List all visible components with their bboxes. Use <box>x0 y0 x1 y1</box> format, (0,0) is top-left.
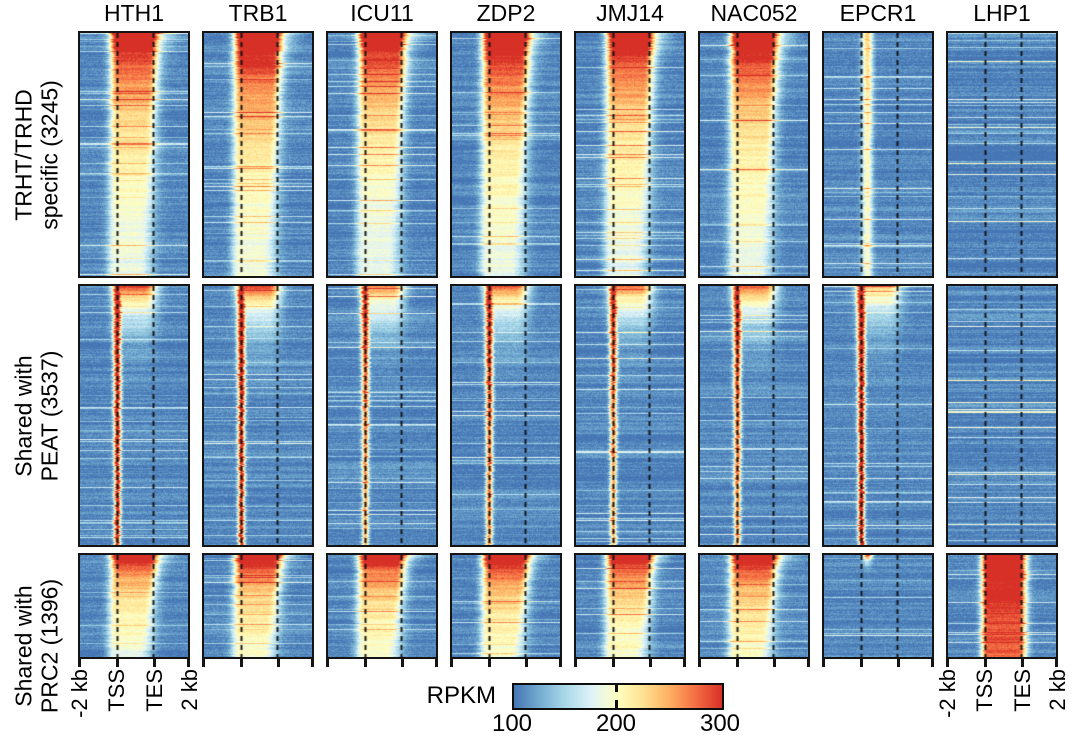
x-axis-tick-trb1-1 <box>239 657 243 667</box>
heatmap-panel-peat-zdp2 <box>450 284 562 547</box>
heatmap-panel-prc2-zdp2 <box>450 553 562 659</box>
x-axis-tick-lhp1-1 <box>983 657 987 667</box>
heatmap-panel-specific-lhp1 <box>946 31 1058 278</box>
x-tick-label-left-m2kb: -2 kb <box>67 669 92 718</box>
heatmap-panel-peat-trb1 <box>202 284 314 547</box>
x-tick-label-right-m2kb: -2 kb <box>935 669 960 718</box>
column-title-jmj14: JMJ14 <box>596 0 664 26</box>
column-title-epcr1: EPCR1 <box>839 0 917 26</box>
x-axis-tick-icu11-3 <box>435 657 438 667</box>
column-title-nac052: NAC052 <box>710 0 798 26</box>
x-axis-tick-epcr1-0 <box>822 657 825 667</box>
x-axis-tick-lhp1-0 <box>946 657 949 667</box>
column-title-zdp2: ZDP2 <box>476 0 536 26</box>
row-group-label-trht-trhd: TRHT/TRHD specific (3245) <box>0 31 74 278</box>
row-group-0-line1: TRHT/TRHD <box>10 88 37 221</box>
x-axis-tick-jmj14-3 <box>683 657 686 667</box>
row-group-1-line2: PEAT (3537) <box>36 350 62 481</box>
heatmap-panel-specific-hth1 <box>78 31 190 278</box>
x-tick-label-left-tss: TSS <box>104 669 129 712</box>
colorbar-title: RPKM <box>426 682 496 709</box>
x-tick-label-left-tes: TES <box>142 669 167 712</box>
x-axis-tick-trb1-2 <box>277 657 281 667</box>
colorbar-tick-200: 200 <box>595 710 637 737</box>
x-axis-tick-hth1-3 <box>187 657 190 667</box>
heatmap-panel-peat-lhp1 <box>946 284 1058 547</box>
x-axis-tick-zdp2-0 <box>450 657 453 667</box>
row-group-label-peat: Shared with PEAT (3537) <box>0 284 74 547</box>
x-axis-tick-icu11-2 <box>401 657 405 667</box>
x-axis-tick-lhp1-2 <box>1021 657 1025 667</box>
x-axis-tick-zdp2-3 <box>559 657 562 667</box>
x-axis-tick-nac052-3 <box>807 657 810 667</box>
colorbar-gradient <box>514 685 722 708</box>
x-axis-tick-nac052-0 <box>698 657 701 667</box>
x-axis-tick-hth1-1 <box>115 657 119 667</box>
colorbar-tick-300: 300 <box>699 710 741 737</box>
heatmap-panel-prc2-lhp1 <box>946 553 1058 659</box>
heatmap-panel-specific-zdp2 <box>450 31 562 278</box>
heatmap-panel-specific-nac052 <box>698 31 810 278</box>
x-axis-tick-trb1-0 <box>202 657 205 667</box>
x-tick-label-right-tss: TSS <box>972 669 997 712</box>
x-axis-tick-jmj14-2 <box>649 657 653 667</box>
x-tick-label-right-tes: TES <box>1010 669 1035 712</box>
column-title-icu11: ICU11 <box>350 0 414 26</box>
x-axis-tick-hth1-0 <box>78 657 81 667</box>
heatmap-panel-specific-epcr1 <box>822 31 934 278</box>
x-axis-tick-icu11-0 <box>326 657 329 667</box>
heatmap-panel-specific-icu11 <box>326 31 438 278</box>
x-tick-label-right-2kb: 2 kb <box>1045 669 1070 711</box>
x-axis-tick-lhp1-3 <box>1055 657 1058 667</box>
heatmap-panel-peat-hth1 <box>78 284 190 547</box>
x-axis-tick-nac052-1 <box>735 657 739 667</box>
heatmap-panel-peat-nac052 <box>698 284 810 547</box>
x-tick-label-left-2kb: 2 kb <box>177 669 202 711</box>
colorbar-midtick-bottom <box>615 700 618 708</box>
x-axis-tick-hth1-2 <box>153 657 157 667</box>
heatmap-panel-peat-icu11 <box>326 284 438 547</box>
x-axis-tick-epcr1-1 <box>859 657 863 667</box>
x-axis-tick-nac052-2 <box>773 657 777 667</box>
row-group-0-line2: specific (3245) <box>36 79 62 230</box>
row-group-label-prc2: Shared with PRC2 (1396) <box>0 553 74 739</box>
heatmap-panel-prc2-hth1 <box>78 553 190 659</box>
heatmap-panel-prc2-icu11 <box>326 553 438 659</box>
heatmap-panel-specific-jmj14 <box>574 31 686 278</box>
x-axis-tick-jmj14-0 <box>574 657 577 667</box>
colorbar <box>512 683 724 710</box>
x-axis-tick-icu11-1 <box>363 657 367 667</box>
row-group-1-line1: Shared with <box>10 354 37 477</box>
column-title-trb1: TRB1 <box>228 0 288 26</box>
heatmap-panel-prc2-epcr1 <box>822 553 934 659</box>
heatmap-panel-prc2-trb1 <box>202 553 314 659</box>
x-axis-tick-zdp2-2 <box>525 657 529 667</box>
column-title-hth1: HTH1 <box>103 0 165 26</box>
heatmap-panel-prc2-jmj14 <box>574 553 686 659</box>
column-title-lhp1: LHP1 <box>973 0 1031 26</box>
heatmap-panel-peat-epcr1 <box>822 284 934 547</box>
row-group-2-line2: PRC2 (1396) <box>36 578 62 714</box>
heatmap-panel-specific-trb1 <box>202 31 314 278</box>
x-axis-tick-jmj14-1 <box>611 657 615 667</box>
x-axis-tick-epcr1-3 <box>931 657 934 667</box>
heatmap-panel-peat-jmj14 <box>574 284 686 547</box>
x-axis-tick-zdp2-1 <box>487 657 491 667</box>
row-group-2-line1: Shared with <box>10 585 37 707</box>
colorbar-midtick-top <box>615 685 618 692</box>
heatmap-panel-prc2-nac052 <box>698 553 810 659</box>
x-axis-tick-epcr1-2 <box>897 657 901 667</box>
x-axis-tick-trb1-3 <box>311 657 314 667</box>
colorbar-tick-100: 100 <box>491 710 533 737</box>
